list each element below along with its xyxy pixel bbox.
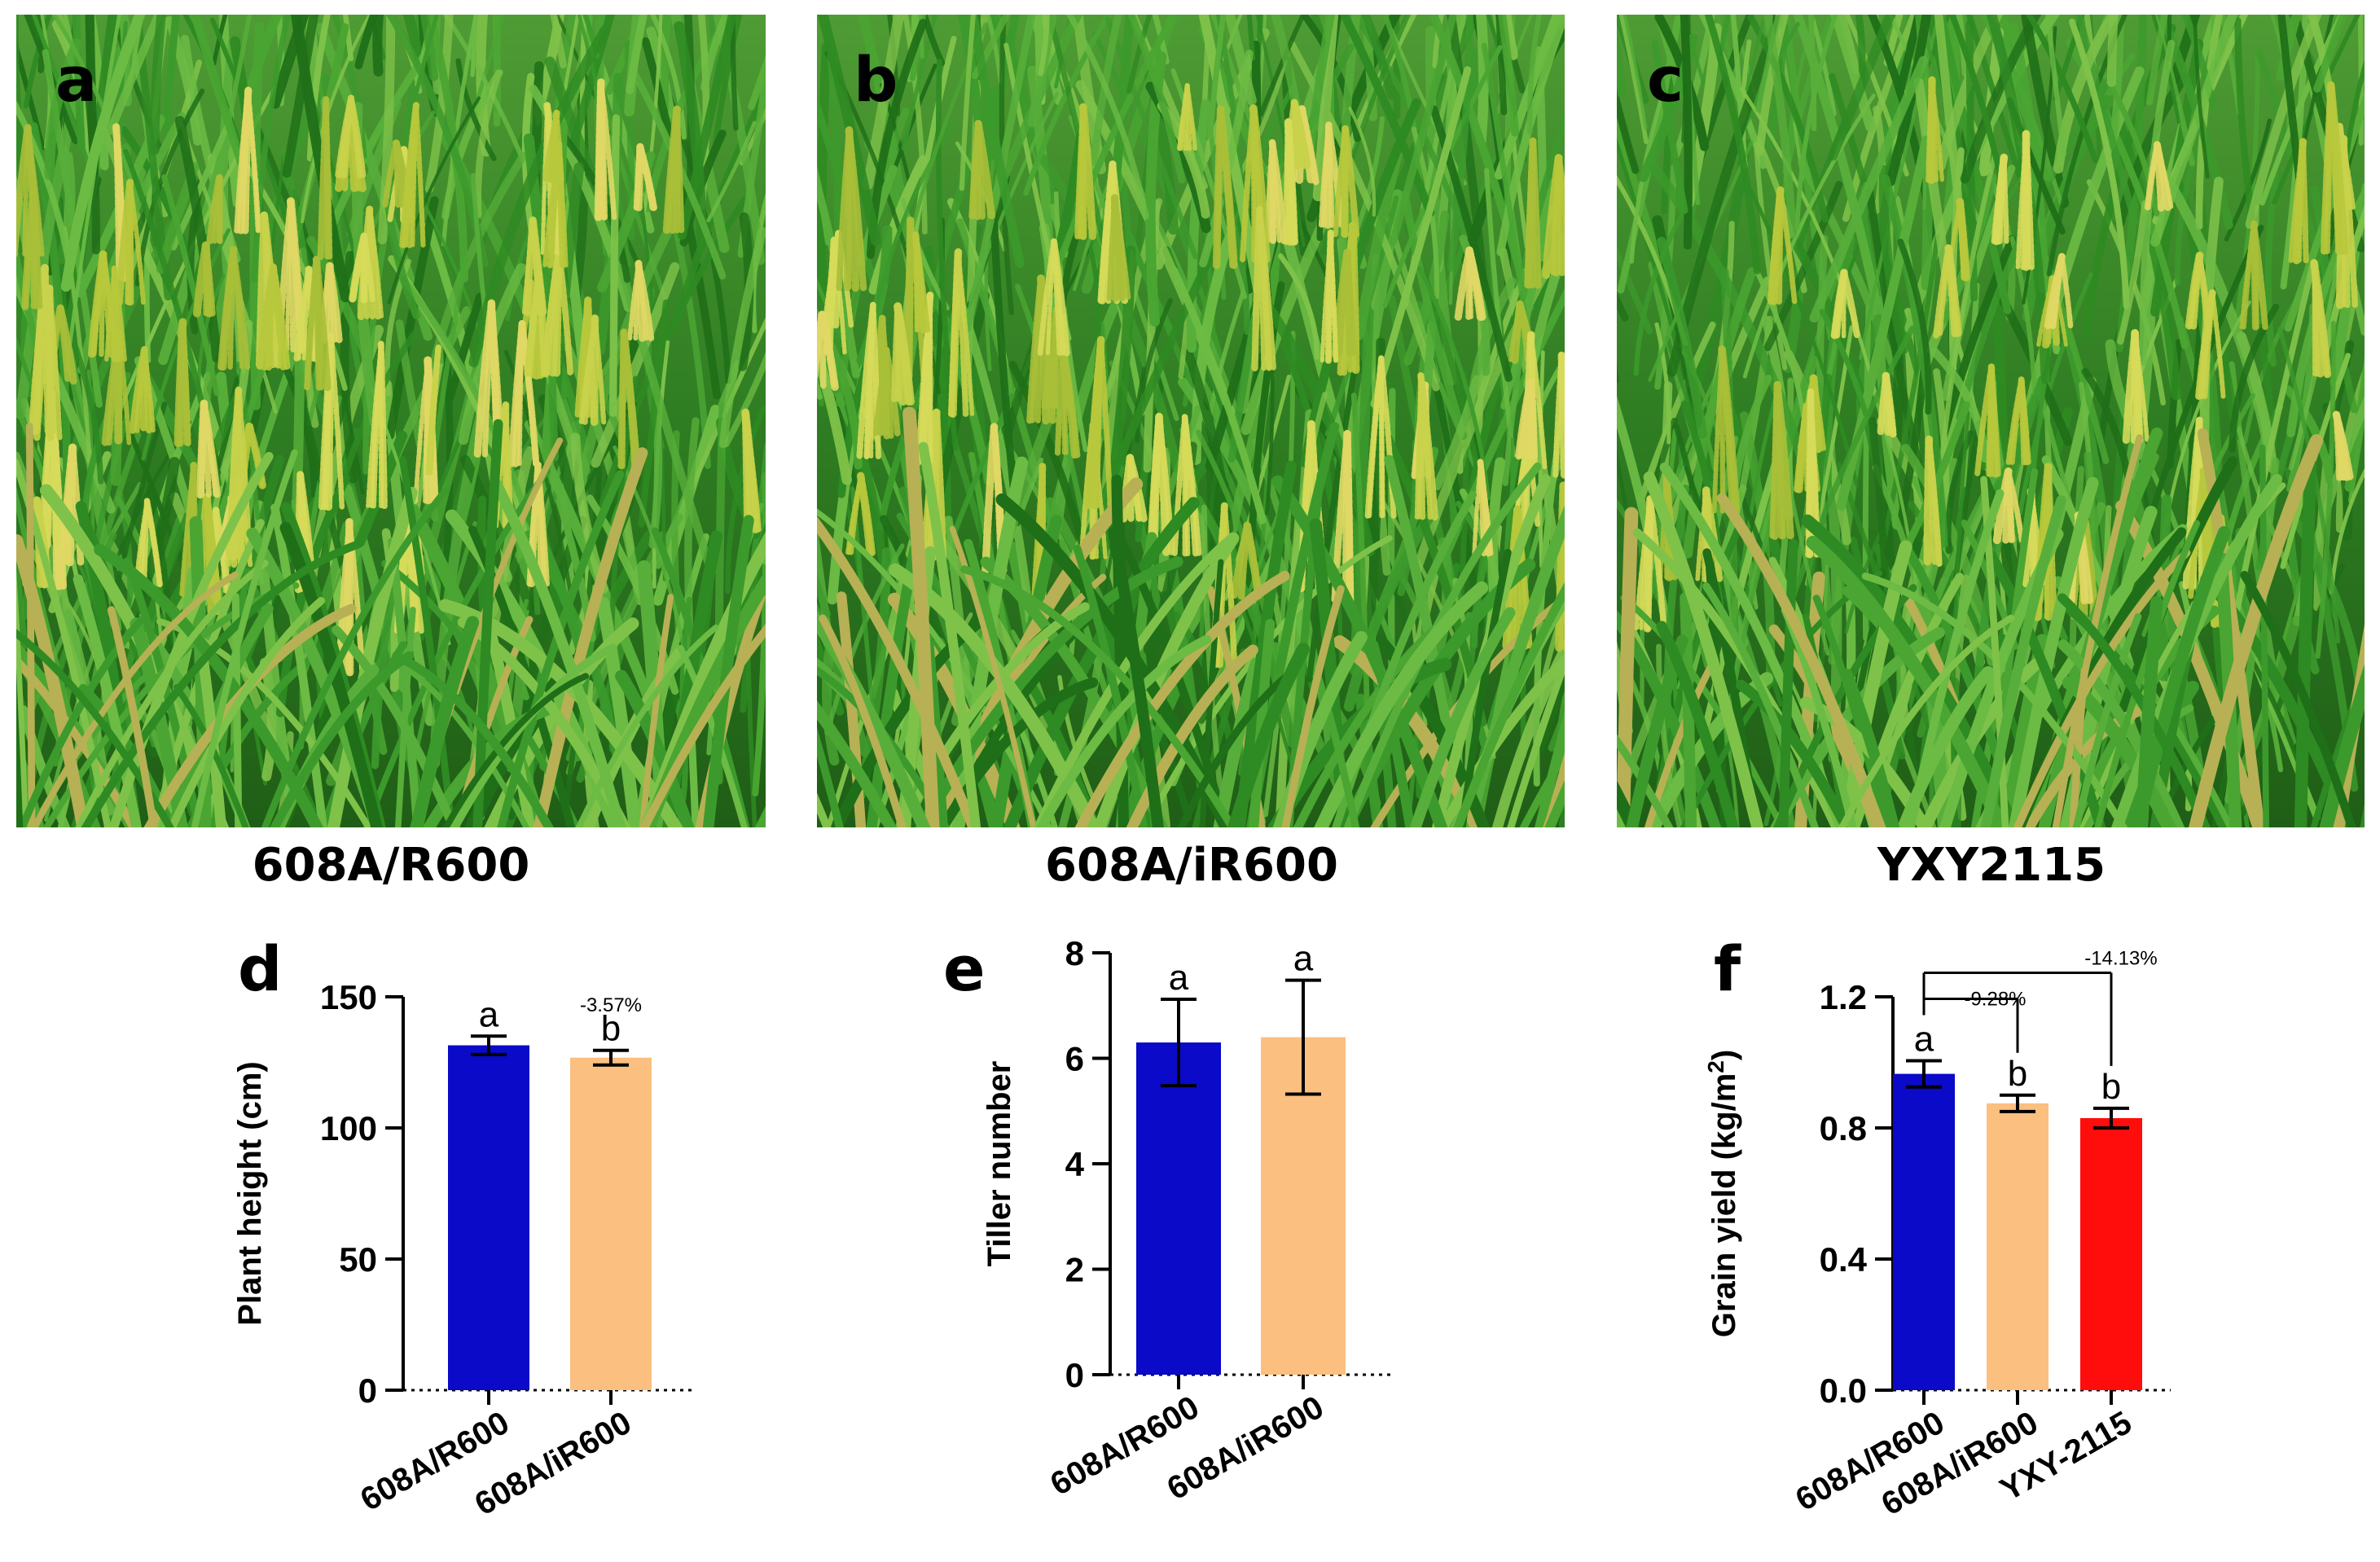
panel-label-b: b [854,43,898,116]
significance-letter: b [601,1009,621,1049]
y-axis-label: Tiller number [981,1061,1017,1267]
significance-letter: a [1169,958,1189,998]
bar [570,1057,652,1390]
rice-field-image [1617,15,2365,827]
foreground-leaves [16,419,766,827]
bar [448,1045,529,1390]
caption-c: YXY2115 [1877,839,2106,892]
y-tick-label: 4 [1065,1145,1085,1183]
panel-label-d: d [238,932,283,1005]
caption-b: 608A/iR600 [1045,839,1338,892]
y-tick-label: 0.0 [1820,1371,1867,1410]
y-tick-label: 0.8 [1820,1109,1867,1147]
y-axis-label: Plant height (cm) [232,1061,268,1325]
panel-label-e: e [943,932,986,1005]
y-tick-label: 1.2 [1820,978,1867,1016]
panicle-layer [1633,76,2359,633]
significance-letter: a [1914,1019,1934,1059]
y-tick-label: 2 [1065,1251,1084,1289]
percent-change-label: -14.13% [2084,947,2157,969]
y-tick-label: 0.4 [1820,1240,1868,1279]
y-tick-label: 150 [320,978,377,1016]
y-axis-label-sup: 2 [1703,1060,1728,1073]
bar [1987,1103,2048,1390]
panel-label-c: c [1647,43,1684,116]
foreground-leaves [817,406,1565,827]
foreground-leaves [1617,427,2365,827]
significance-letter: a [1293,939,1314,979]
panicle-layer [16,78,762,677]
rice-field-image [16,15,766,827]
bar [1136,1042,1221,1375]
rice-field-image [817,15,1565,827]
photo-608A-iR600 [817,15,1565,827]
y-tick-label: 6 [1065,1040,1084,1078]
y-tick-label: 100 [320,1109,377,1147]
y-axis-label-end: ) [1706,1050,1742,1060]
panel-label-f: f [1714,932,1741,1005]
percent-change-label: -3.57% [580,994,642,1016]
caption-a: 608A/R600 [252,839,530,892]
y-axis-label: Grain yield (kg/m2) [1703,1050,1742,1337]
panel-label-a: a [55,43,98,116]
percent-change-label: -9.28% [1964,988,2026,1010]
bar [1893,1073,1955,1390]
significance-letter: a [479,994,499,1034]
significance-letter: b [2008,1054,2027,1094]
bar [2080,1117,2142,1390]
y-tick-label: 0 [358,1371,377,1410]
photo-YXY2115 [1617,15,2365,827]
y-tick-label: 8 [1065,934,1084,972]
y-tick-label: 0 [1065,1356,1084,1394]
significance-letter: b [2101,1067,2121,1107]
photo-608A-R600 [16,15,766,827]
y-tick-label: 50 [339,1240,377,1279]
